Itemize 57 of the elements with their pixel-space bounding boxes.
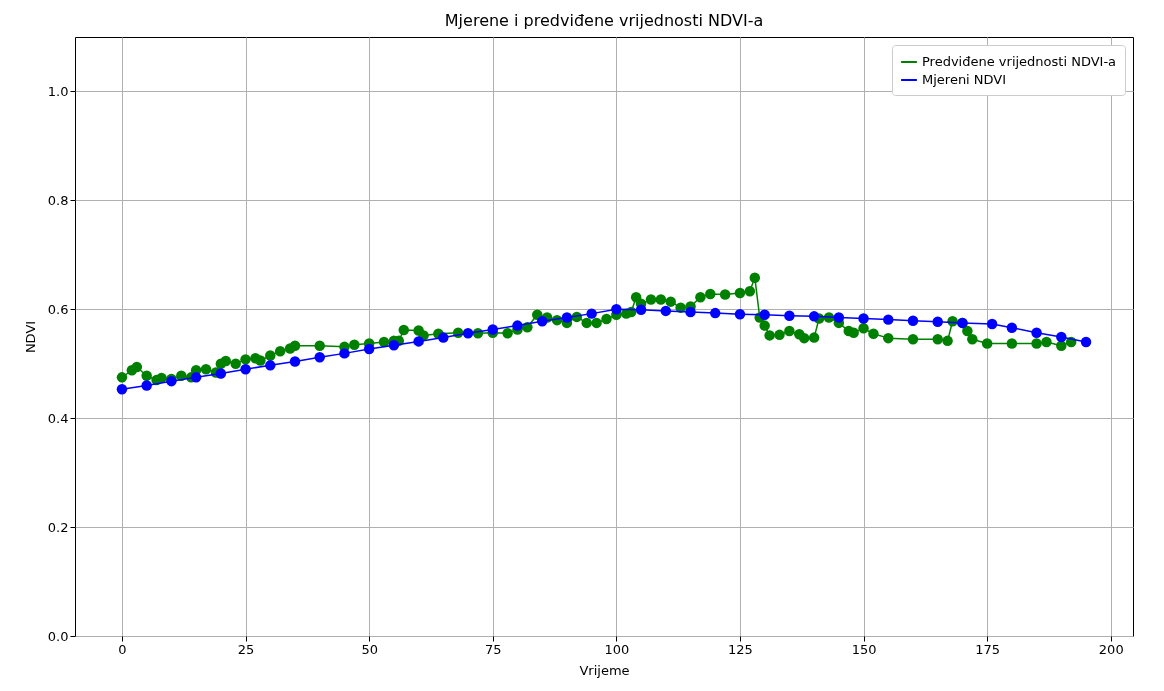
point [1056,331,1067,343]
point [215,368,227,379]
point [833,312,845,323]
x-tick-label: 0 [118,641,127,657]
point [759,309,770,320]
point [339,348,350,359]
point [709,307,721,319]
x-tick-label: 125 [728,641,753,657]
y-tick-label: 0.8 [47,192,69,208]
point [784,310,795,322]
y-tick-label: 0.0 [47,628,69,644]
point [462,328,474,339]
point [413,336,424,347]
point [635,304,647,316]
x-tick-label: 25 [237,641,255,657]
y-axis-title: NDVI [22,320,38,354]
x-tick-label: 75 [484,641,502,657]
point [561,312,573,323]
point [883,314,894,325]
x-axis-title: Vrijeme [579,662,630,678]
point [363,343,375,355]
point [190,372,202,383]
point [858,313,869,324]
y-tick-label: 0.2 [47,519,69,535]
point [314,351,325,363]
x-tick-label: 175 [975,641,1001,657]
point [141,380,152,391]
chart-title: Mjerene i predviđene vrijednosti NDVI-a [444,11,764,30]
point [685,306,696,318]
point [808,311,820,322]
y-tick-label: 0.6 [47,301,69,317]
point [240,363,251,375]
point [1080,336,1092,348]
x-tick-label: 50 [361,641,378,657]
point [388,339,400,351]
x-tick-label: 100 [604,641,630,657]
point [907,315,919,326]
point [1031,327,1042,338]
point [611,304,622,315]
point [932,316,943,328]
legend-label: Mjereni NDVI [922,72,1007,87]
x-tick-label: 150 [851,641,877,657]
point [265,360,276,371]
point [116,384,128,395]
point [586,308,597,319]
y-tick-label: 0.4 [47,410,69,426]
point [289,356,301,367]
point [512,320,523,331]
point [438,332,449,343]
point [1006,322,1018,334]
x-tick-label: 200 [1098,641,1124,657]
point [536,316,548,327]
legend-label: Predviđene vrijednosti NDVI-a [922,54,1117,69]
point [660,305,672,317]
point [986,318,998,330]
point [734,308,746,320]
y-tick-label: 1.0 [47,83,69,99]
